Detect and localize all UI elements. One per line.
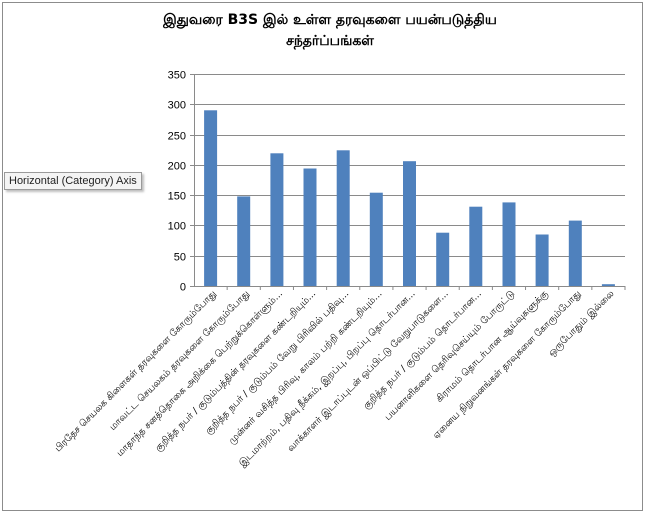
bars <box>204 110 615 286</box>
bar <box>237 196 251 286</box>
y-tick-label: 250 <box>168 131 186 143</box>
y-tick-label: 50 <box>174 252 186 264</box>
y-tick-label: 100 <box>168 221 186 233</box>
bar <box>436 232 450 286</box>
x-tick-label: ஒருபோதும் இல்லை <box>546 288 616 358</box>
bar <box>204 110 218 286</box>
y-tick-label: 200 <box>168 161 186 173</box>
y-tick-label: 150 <box>168 191 186 203</box>
bar <box>369 192 383 286</box>
chart-title: இதுவரை B3S இல் உள்ள தரவுகளை பயன்படுத்திய… <box>60 10 600 52</box>
bar <box>303 168 317 286</box>
y-tick-label: 0 <box>180 282 186 294</box>
x-tick-label: முன்னர் வசித்த பிரிவு, காலம் பற்றி கண்டற… <box>226 288 384 446</box>
chart-title-line1: இதுவரை B3S இல் உள்ள தரவுகளை பயன்படுத்திய <box>163 12 497 28</box>
axes <box>190 74 626 290</box>
bar <box>469 206 483 286</box>
bar <box>568 220 582 286</box>
bar <box>502 202 516 286</box>
bar <box>270 153 284 286</box>
bar <box>336 150 350 286</box>
bar <box>535 234 549 286</box>
bar <box>403 161 416 286</box>
axis-tooltip: Horizontal (Category) Axis <box>4 172 142 190</box>
y-tick-label: 300 <box>168 100 186 112</box>
y-tick-label: 350 <box>168 70 186 82</box>
x-tick-label: குறித்த நபர் / குடும்பம் தொடர்பான... <box>361 288 485 412</box>
chart-title-line2: சந்தர்ப்பங்கள் <box>286 33 374 49</box>
bar <box>601 284 615 286</box>
